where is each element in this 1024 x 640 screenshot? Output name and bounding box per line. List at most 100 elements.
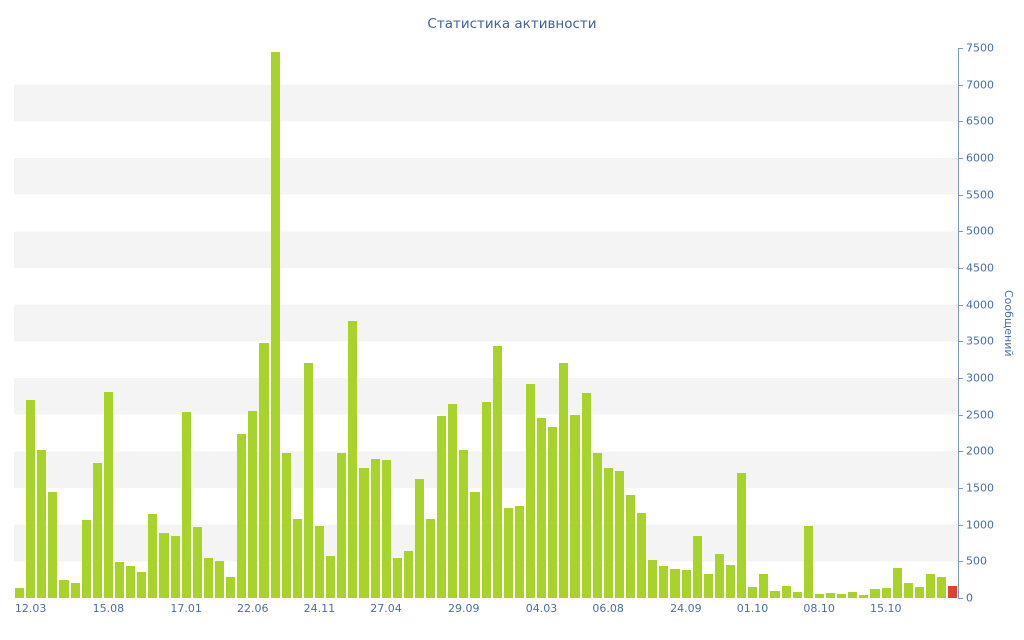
bar — [748, 587, 758, 598]
bar — [237, 433, 247, 598]
bar — [437, 416, 447, 598]
y-axis-tick — [959, 451, 963, 453]
y-axis-tick-label: 3000 — [966, 371, 994, 385]
bar — [170, 536, 180, 598]
y-axis-tick — [959, 561, 963, 563]
bar — [181, 411, 191, 598]
bar — [26, 400, 36, 598]
y-axis-tick-label: 1500 — [966, 481, 994, 495]
bar — [381, 459, 391, 598]
bar — [448, 403, 458, 598]
x-axis-tick-label: 15.08 — [92, 602, 125, 615]
bar — [370, 458, 380, 598]
x-axis-tick-label: 29.09 — [448, 602, 480, 615]
bar — [292, 518, 302, 598]
y-axis-tick-label: 4000 — [966, 298, 994, 312]
bar — [459, 449, 469, 598]
bar — [659, 565, 669, 598]
y-axis-tick-label: 2500 — [966, 408, 994, 422]
bar — [737, 473, 747, 598]
y-axis-tick — [959, 121, 963, 123]
bar — [48, 491, 58, 598]
bar — [648, 559, 658, 598]
bar — [703, 573, 713, 598]
bar — [837, 594, 847, 598]
chart-title: Статистика активности — [427, 16, 597, 32]
y-axis-tick — [959, 84, 963, 86]
bar — [759, 573, 769, 598]
y-axis-tick — [959, 304, 963, 306]
bar — [403, 551, 413, 598]
bar — [670, 568, 680, 598]
bar — [137, 572, 147, 598]
bar — [214, 561, 225, 598]
x-axis-tick-label: 08.10 — [803, 602, 835, 615]
y-axis-tick — [959, 488, 963, 489]
bar — [348, 320, 358, 598]
x-axis-tick-label: 22.06 — [237, 602, 269, 615]
y-axis-tick-label: 5000 — [966, 224, 994, 238]
y-axis-tick — [959, 158, 963, 159]
bar — [548, 427, 558, 598]
y-axis-tick — [959, 268, 963, 269]
bar — [570, 414, 580, 598]
y-axis-tick — [959, 194, 963, 196]
bar — [15, 588, 25, 598]
bar — [892, 567, 902, 598]
bar — [481, 402, 491, 598]
bar — [114, 562, 125, 598]
bar — [681, 570, 691, 598]
bar — [948, 585, 958, 598]
bar — [70, 583, 80, 598]
bar — [359, 467, 369, 598]
bar — [259, 342, 269, 598]
bar — [559, 362, 569, 598]
bar — [692, 536, 702, 598]
bar — [537, 417, 547, 598]
y-axis-title: Сообщений — [1002, 289, 1015, 357]
y-axis-tick — [959, 414, 963, 416]
bar — [126, 566, 136, 598]
y-axis-tick-label: 0 — [966, 591, 973, 605]
bar — [881, 588, 891, 598]
bar — [248, 411, 258, 598]
x-axis-tick-label: 24.11 — [303, 602, 336, 615]
x-axis-tick-label: 06.08 — [592, 602, 624, 615]
bar — [792, 592, 802, 598]
bar — [803, 526, 813, 598]
x-axis-tick-label: 15.10 — [870, 602, 902, 615]
y-axis-tick-label: 7500 — [966, 41, 994, 55]
bar — [159, 532, 169, 598]
y-axis-tick-label: 5500 — [966, 188, 994, 202]
y-axis-line — [958, 48, 959, 599]
bar — [914, 587, 924, 598]
y-axis-tick — [959, 341, 963, 343]
bar — [592, 452, 602, 598]
bar — [148, 513, 158, 598]
bar — [392, 558, 402, 598]
bar — [281, 452, 291, 598]
bar — [726, 565, 736, 598]
x-axis-tick-label: 24.09 — [670, 602, 702, 615]
bar — [303, 363, 313, 598]
bar — [192, 526, 202, 598]
bar — [59, 580, 69, 598]
bar — [637, 512, 647, 598]
x-axis-tick-label: 04.03 — [525, 602, 558, 615]
bar — [314, 526, 325, 598]
y-axis-tick — [959, 598, 963, 599]
bar — [870, 589, 880, 598]
bar — [226, 576, 236, 598]
plot-area — [14, 48, 958, 598]
y-axis-tick-label: 1000 — [966, 518, 994, 532]
bar — [781, 585, 791, 598]
bar — [937, 576, 947, 598]
y-axis-tick — [959, 231, 963, 233]
bar — [526, 383, 536, 598]
bar — [714, 554, 724, 598]
y-axis-tick-label: 3500 — [966, 334, 994, 348]
bar — [326, 556, 336, 598]
x-axis-tick-label: 01.10 — [736, 602, 769, 615]
bar — [848, 592, 858, 598]
bar — [426, 518, 436, 598]
